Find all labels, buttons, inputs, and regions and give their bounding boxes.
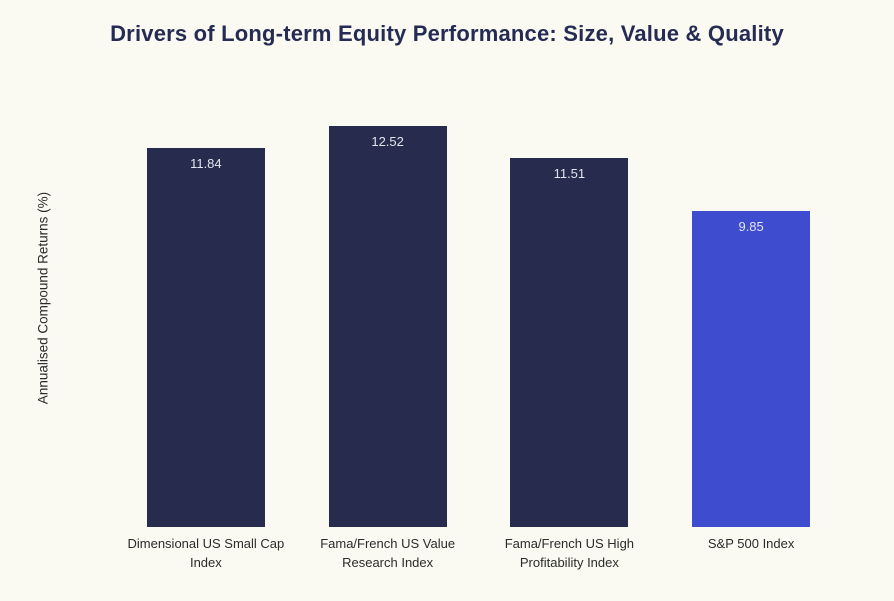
bar-value-label: 11.84 [190,156,222,171]
category-label-text: Fama/French US High Profitability Index [504,536,635,570]
chart-bar: 11.51 [510,158,629,527]
category-label: Dimensional US Small Cap Index [115,535,297,573]
category-label-text: Dimensional US Small Cap Index [127,536,285,570]
category-label-text: Fama/French US Value Research Index [320,536,456,570]
chart-bar: 12.52 [328,126,447,527]
bar-column: 12.52 [297,105,479,527]
category-label: Fama/French US High Profitability Index [479,535,661,573]
bar-value-label: 12.52 [371,134,404,149]
x-axis-labels: Dimensional US Small Cap Index Fama/Frenc… [115,535,842,573]
bar-value-label: 9.85 [738,219,764,234]
chart-bar: 9.85 [692,211,811,527]
chart-bar: 11.84 [146,148,265,527]
bar-column: 11.51 [479,105,661,527]
plot-area: 11.84 12.52 11.51 9.85 [115,105,842,527]
bar-column: 11.84 [115,105,297,527]
category-label-text: S&P 500 Index [707,536,795,551]
bar-value-label: 11.51 [553,166,586,181]
category-label: Fama/French US Value Research Index [297,535,479,573]
bar-column: 9.85 [660,105,842,527]
y-axis-label: Annualised Compound Returns (%) [35,191,51,405]
category-label: S&P 500 Index [660,535,842,573]
chart-title: Drivers of Long-term Equity Performance:… [110,21,784,46]
